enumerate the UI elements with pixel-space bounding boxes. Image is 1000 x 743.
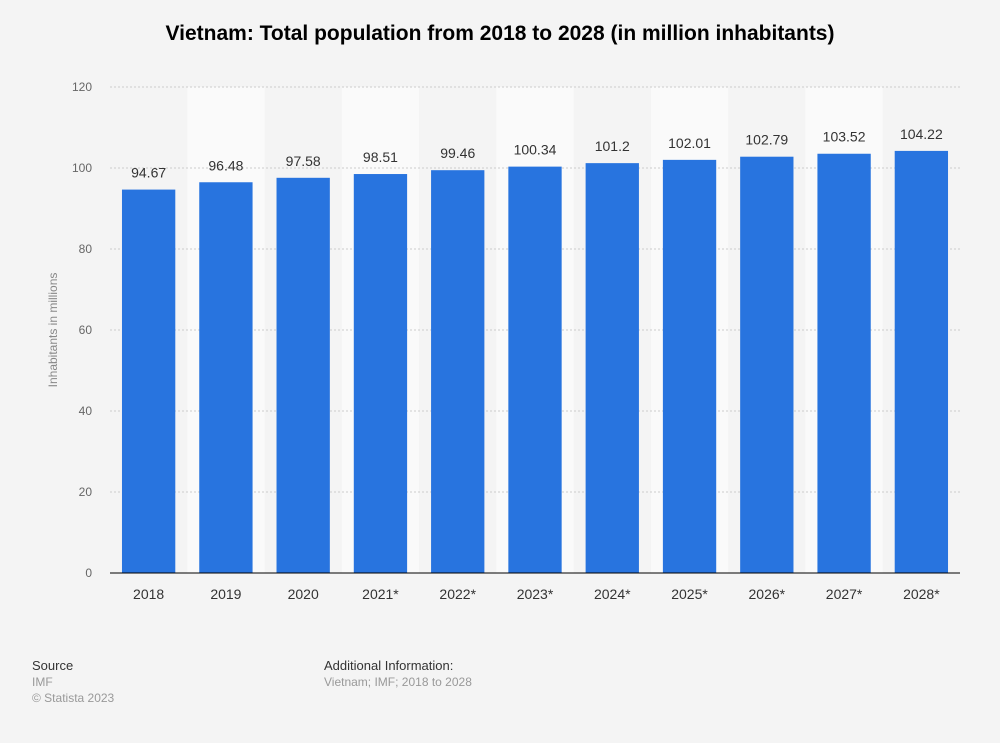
x-tick-label: 2026* [749,586,786,602]
data-label: 104.22 [900,126,943,142]
x-tick-label: 2022* [439,586,476,602]
bar[interactable] [199,182,253,574]
y-tick-label: 20 [79,485,93,499]
x-tick-label: 2021* [362,586,399,602]
data-label: 97.58 [286,153,321,169]
additional-info-heading: Additional Information: [324,658,454,673]
data-label: 100.34 [514,142,557,158]
source-value: IMF [32,675,53,689]
bar[interactable] [431,170,485,573]
data-label: 101.2 [595,138,630,154]
data-label: 99.46 [440,145,475,161]
data-label: 94.67 [131,165,166,181]
x-tick-label: 2018 [133,586,164,602]
x-tick-label: 2020 [288,586,319,602]
data-label: 102.79 [745,132,788,148]
additional-info-value: Vietnam; IMF; 2018 to 2028 [324,675,472,689]
bar[interactable] [276,177,330,573]
x-tick-label: 2027* [826,586,863,602]
data-labels: 94.67 96.48 97.58 98.51 99.46 100.34 101.2 102.… [131,126,943,181]
bar-chart: 0 20 40 60 80 100 120 94.67 96.48 97.58 98.51 99.4… [46,80,960,602]
data-label: 102.01 [668,135,711,151]
y-axis-label: Inhabitants in millions [46,273,60,388]
bar[interactable] [508,166,562,574]
y-tick-label: 100 [72,161,92,175]
source-heading: Source [32,658,74,673]
additional-info-block: Additional Information: Vietnam; IMF; 20… [324,658,472,690]
bar[interactable] [662,159,717,573]
bar[interactable] [121,189,176,574]
x-tick-label: 2019 [210,586,241,602]
x-tick-label: 2023* [517,586,554,602]
bar[interactable] [894,150,949,573]
y-tick-label: 80 [79,242,93,256]
y-tick-label: 60 [79,323,93,337]
data-label: 96.48 [208,157,243,173]
y-tick-label: 120 [72,80,92,94]
bar[interactable] [817,153,871,573]
x-tick-label: 2028* [903,586,940,602]
bar[interactable] [353,174,408,574]
y-axis-ticks: 0 20 40 60 80 100 120 [72,80,92,580]
x-tick-label: 2025* [671,586,708,602]
bars [121,150,949,574]
source-block: Source IMF © Statista 2023 [32,658,114,706]
y-tick-label: 0 [85,566,92,580]
x-tick-label: 2024* [594,586,631,602]
bar[interactable] [585,163,639,573]
copyright: © Statista 2023 [32,691,115,705]
bar[interactable] [740,156,794,573]
y-tick-label: 40 [79,404,93,418]
chart-title: Vietnam: Total population from 2018 to 2… [165,22,835,45]
data-label: 103.52 [823,129,866,145]
data-label: 98.51 [363,149,398,165]
x-axis-ticks: 2018 2019 2020 2021* 2022* 2023* 2024* 2025* 202… [133,586,940,602]
